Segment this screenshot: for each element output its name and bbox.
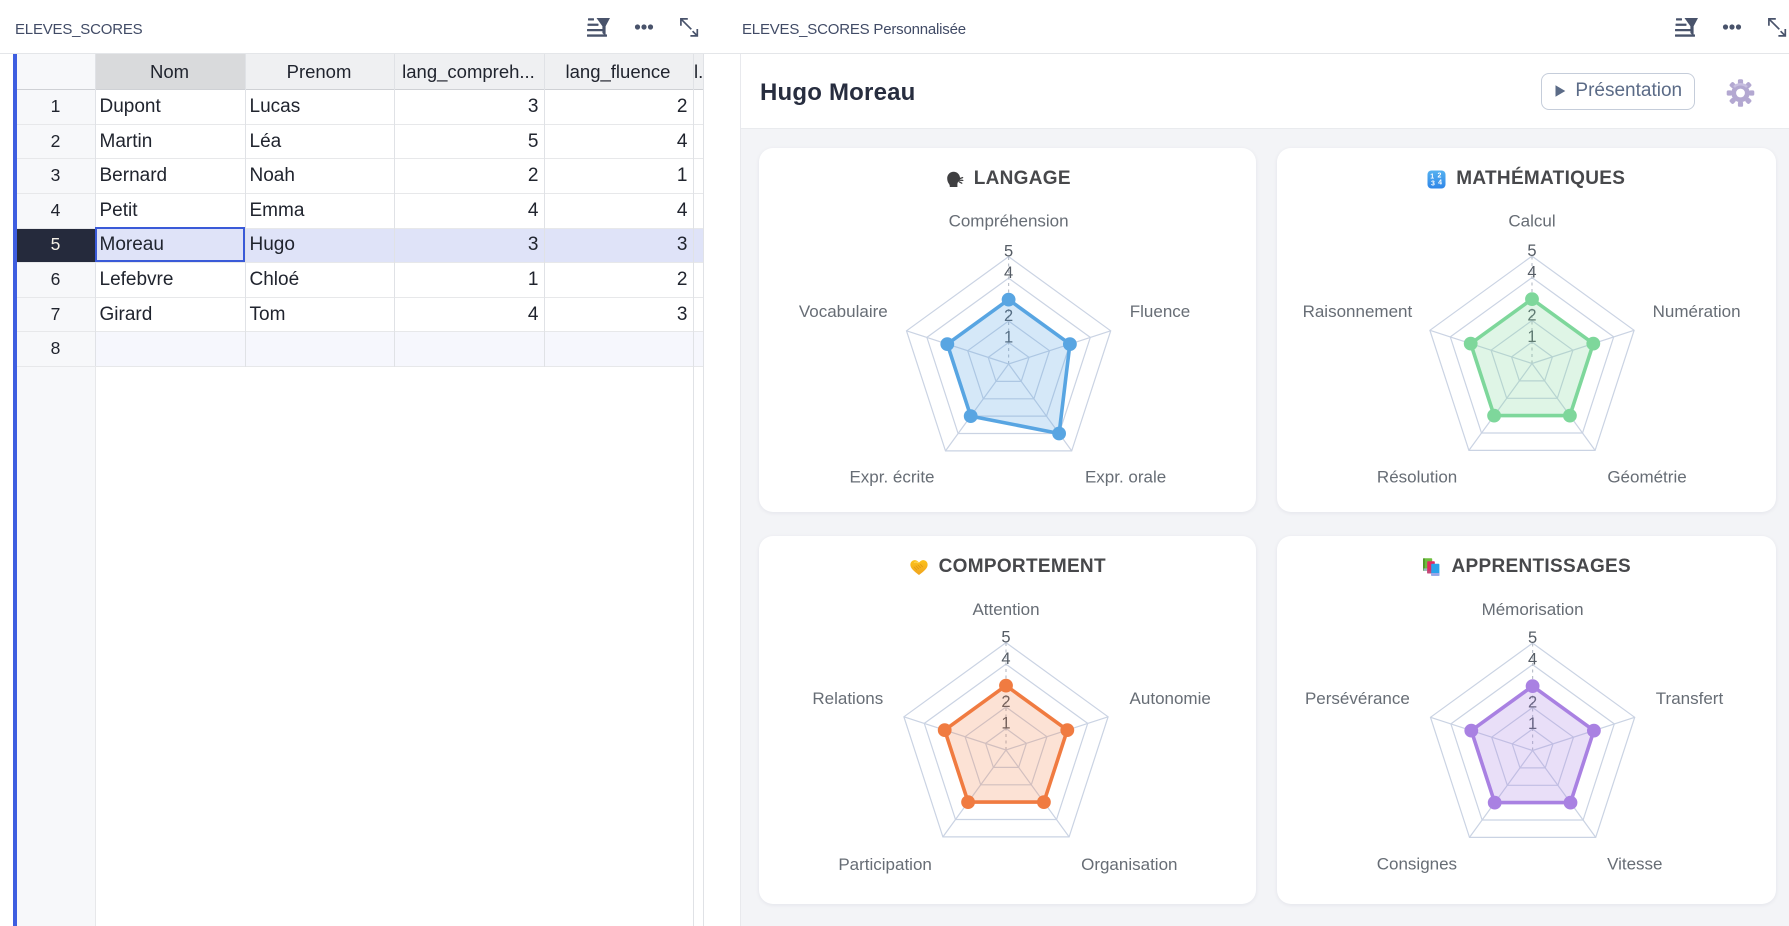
- svg-text:2: 2: [1004, 307, 1013, 325]
- svg-text:Organisation: Organisation: [1081, 855, 1177, 874]
- svg-text:5: 5: [1001, 629, 1010, 647]
- svg-text:2: 2: [1001, 693, 1010, 711]
- svg-text:4: 4: [1438, 179, 1442, 186]
- svg-text:Expr. orale: Expr. orale: [1085, 468, 1166, 487]
- svg-text:Transfert: Transfert: [1656, 689, 1724, 708]
- svg-text:1: 1: [1004, 329, 1013, 347]
- svg-text:1: 1: [1528, 715, 1537, 733]
- svg-text:2: 2: [1438, 172, 1442, 179]
- svg-text:5: 5: [1527, 242, 1536, 260]
- svg-text:Numération: Numération: [1653, 302, 1741, 321]
- svg-text:Géométrie: Géométrie: [1607, 468, 1686, 487]
- svg-text:2: 2: [1527, 307, 1536, 325]
- svg-text:4: 4: [1527, 264, 1536, 282]
- svg-text:Compréhension: Compréhension: [949, 212, 1069, 231]
- svg-text:1: 1: [1001, 715, 1010, 733]
- svg-text:Vitesse: Vitesse: [1607, 855, 1662, 874]
- svg-text:4: 4: [1528, 651, 1537, 669]
- svg-text:Calcul: Calcul: [1508, 212, 1555, 231]
- svg-text:1: 1: [1527, 328, 1536, 346]
- svg-text:Fluence: Fluence: [1130, 302, 1190, 321]
- svg-text:Consignes: Consignes: [1377, 855, 1457, 874]
- svg-text:Résolution: Résolution: [1377, 468, 1457, 487]
- svg-text:Participation: Participation: [838, 855, 932, 874]
- svg-text:4: 4: [1001, 650, 1010, 668]
- svg-text:2: 2: [1528, 694, 1537, 712]
- svg-text:Vocabulaire: Vocabulaire: [799, 302, 888, 321]
- svg-text:5: 5: [1004, 243, 1013, 261]
- svg-text:Autonomie: Autonomie: [1130, 689, 1211, 708]
- svg-text:Attention: Attention: [972, 600, 1039, 619]
- svg-text:5: 5: [1528, 629, 1537, 647]
- svg-text:Raisonnement: Raisonnement: [1303, 302, 1413, 321]
- svg-text:Expr. écrite: Expr. écrite: [849, 468, 934, 487]
- svg-text:1: 1: [1431, 173, 1435, 180]
- svg-text:Relations: Relations: [812, 689, 883, 708]
- svg-text:3: 3: [1431, 180, 1435, 187]
- svg-text:Mémorisation: Mémorisation: [1482, 600, 1584, 619]
- svg-text:Persévérance: Persévérance: [1305, 689, 1410, 708]
- svg-text:4: 4: [1004, 264, 1013, 282]
